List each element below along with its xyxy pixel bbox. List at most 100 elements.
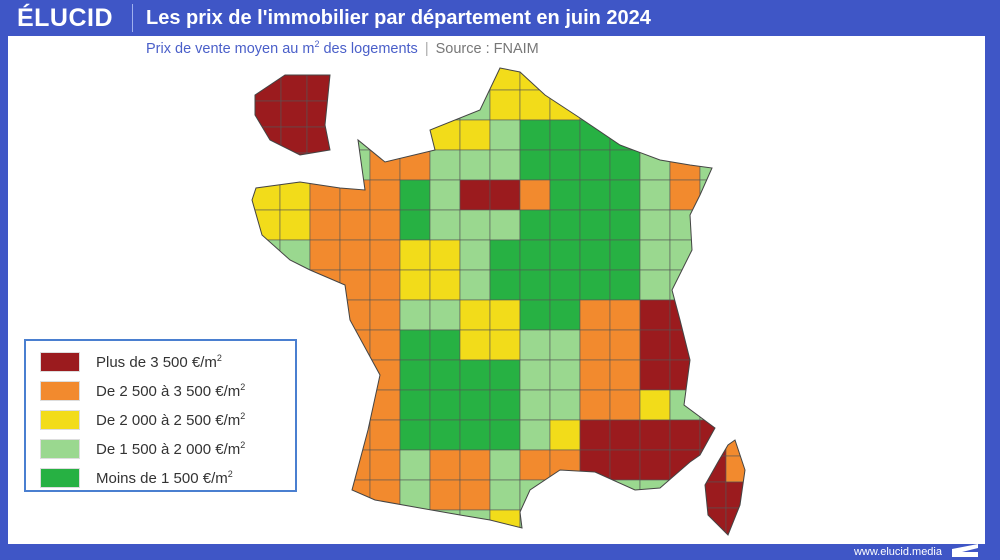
department[interactable] (250, 179, 281, 211)
department[interactable] (519, 149, 551, 181)
department[interactable] (399, 239, 431, 271)
department[interactable] (399, 329, 431, 361)
department[interactable] (489, 149, 521, 181)
department[interactable] (429, 239, 461, 271)
department[interactable] (255, 126, 282, 154)
department[interactable] (429, 389, 461, 421)
department[interactable] (669, 359, 701, 391)
department[interactable] (399, 389, 431, 421)
department[interactable] (489, 269, 521, 301)
department[interactable] (609, 149, 641, 181)
department[interactable] (369, 89, 401, 121)
department[interactable] (459, 119, 491, 151)
department[interactable] (549, 60, 581, 91)
department[interactable] (639, 509, 671, 540)
department[interactable] (280, 126, 308, 154)
department[interactable] (609, 389, 641, 421)
department[interactable] (549, 449, 581, 481)
department[interactable] (333, 101, 359, 127)
department[interactable] (519, 299, 551, 331)
department[interactable] (429, 419, 461, 451)
department[interactable] (309, 479, 341, 511)
department[interactable] (669, 60, 701, 91)
department[interactable] (369, 209, 401, 241)
department[interactable] (669, 299, 701, 331)
department[interactable] (669, 419, 701, 451)
department[interactable] (639, 239, 671, 271)
department[interactable] (339, 60, 371, 91)
department[interactable] (339, 419, 371, 451)
department[interactable] (579, 60, 611, 91)
department[interactable] (699, 119, 730, 151)
department[interactable] (429, 209, 461, 241)
department[interactable] (609, 329, 641, 361)
department[interactable] (669, 119, 701, 151)
department[interactable] (579, 209, 611, 241)
department[interactable] (669, 329, 701, 361)
department[interactable] (639, 299, 671, 331)
department[interactable] (489, 389, 521, 421)
department[interactable] (489, 449, 521, 481)
department[interactable] (609, 89, 641, 121)
footer-url[interactable]: www.elucid.media (853, 546, 942, 558)
department[interactable] (309, 149, 341, 181)
department[interactable] (549, 239, 581, 271)
department[interactable] (609, 179, 641, 211)
department[interactable] (489, 89, 521, 121)
department[interactable] (699, 209, 730, 241)
department[interactable] (309, 509, 341, 540)
department[interactable] (339, 449, 371, 481)
department[interactable] (519, 509, 551, 540)
department[interactable] (579, 449, 611, 481)
department[interactable] (609, 419, 641, 451)
department[interactable] (639, 419, 671, 451)
department[interactable] (255, 152, 282, 179)
department[interactable] (639, 389, 671, 421)
department[interactable] (579, 149, 611, 181)
department[interactable] (339, 359, 371, 391)
department[interactable] (369, 449, 401, 481)
department[interactable] (250, 149, 281, 181)
department[interactable] (609, 269, 641, 301)
department[interactable] (459, 269, 491, 301)
department[interactable] (399, 299, 431, 331)
department[interactable] (399, 89, 431, 121)
department[interactable] (429, 479, 461, 511)
department[interactable] (489, 60, 521, 91)
department[interactable] (369, 419, 401, 451)
department[interactable] (309, 299, 341, 331)
department[interactable] (309, 269, 341, 301)
department[interactable] (333, 127, 359, 153)
department[interactable] (489, 509, 521, 540)
department[interactable] (309, 329, 341, 361)
department[interactable] (639, 60, 671, 91)
department[interactable] (639, 329, 671, 361)
department[interactable] (639, 479, 671, 511)
department[interactable] (339, 149, 371, 181)
department[interactable] (639, 209, 671, 241)
department[interactable] (339, 329, 371, 361)
department[interactable] (459, 329, 491, 361)
department[interactable] (399, 419, 431, 451)
department[interactable] (369, 60, 401, 91)
department[interactable] (309, 209, 341, 241)
department[interactable] (459, 449, 491, 481)
department[interactable] (429, 449, 461, 481)
department[interactable] (429, 269, 461, 301)
department[interactable] (369, 389, 401, 421)
department[interactable] (699, 389, 730, 421)
department[interactable] (333, 153, 359, 179)
department[interactable] (459, 509, 491, 540)
department[interactable] (579, 179, 611, 211)
department[interactable] (399, 209, 431, 241)
department[interactable] (519, 479, 551, 511)
department[interactable] (639, 89, 671, 121)
department[interactable] (369, 269, 401, 301)
department[interactable] (579, 419, 611, 451)
department[interactable] (549, 479, 581, 511)
department[interactable] (519, 239, 551, 271)
department[interactable] (369, 179, 401, 211)
department[interactable] (399, 359, 431, 391)
department[interactable] (519, 419, 551, 451)
department[interactable] (579, 389, 611, 421)
